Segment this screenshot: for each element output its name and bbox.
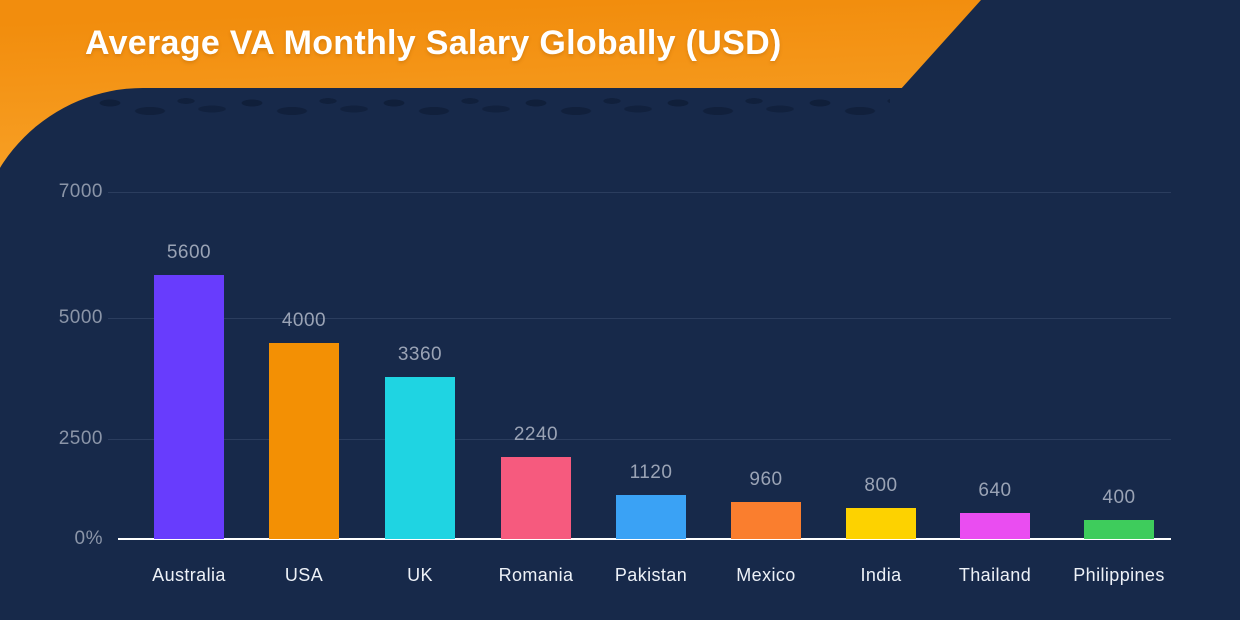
bar-value-label-philippines: 400 [1102,487,1136,508]
x-category-label-mexico: Mexico [736,565,796,585]
bar-romania [501,457,571,539]
y-tick-label-2500: 2500 [58,428,103,449]
bar-australia [154,275,224,539]
y-tick-label-5000: 5000 [58,307,103,328]
bar-value-label-pakistan: 1120 [629,462,673,483]
bar-philippines [1084,520,1154,539]
gridline-5000 [108,318,1171,319]
bar-value-label-mexico: 960 [749,469,783,490]
bar-value-label-india: 800 [864,475,898,496]
chart-title: Average VA Monthly Salary Globally (USD) [85,24,782,62]
x-category-label-india: India [860,565,902,585]
bar-thailand [960,513,1030,539]
bar-value-label-usa: 4000 [281,310,327,331]
x-category-label-usa: USA [284,565,324,585]
bar-value-label-romania: 2240 [513,424,559,445]
gridline-7000 [108,192,1171,193]
x-category-label-thailand: Thailand [958,565,1032,585]
bar-value-label-australia: 5600 [166,242,212,263]
bar-mexico [731,502,801,539]
y-tick-label-7000: 7000 [58,181,103,202]
bar-pakistan [616,495,686,539]
x-axis-line [118,538,1171,540]
bar-india [846,508,916,539]
bar-value-label-uk: 3360 [397,344,443,365]
gridline-2500 [108,439,1171,440]
x-category-label-uk: UK [407,565,433,585]
bar-value-label-thailand: 640 [978,480,1012,501]
x-category-label-pakistan: Pakistan [614,565,688,585]
bar-uk [385,377,455,539]
x-category-label-philippines: Philippines [1073,565,1165,585]
bar-usa [269,343,339,539]
x-category-label-romania: Romania [498,565,574,585]
panel-top-texture [90,94,890,120]
y-tick-label-0-: 0% [74,528,103,549]
x-category-label-australia: Australia [152,565,226,585]
